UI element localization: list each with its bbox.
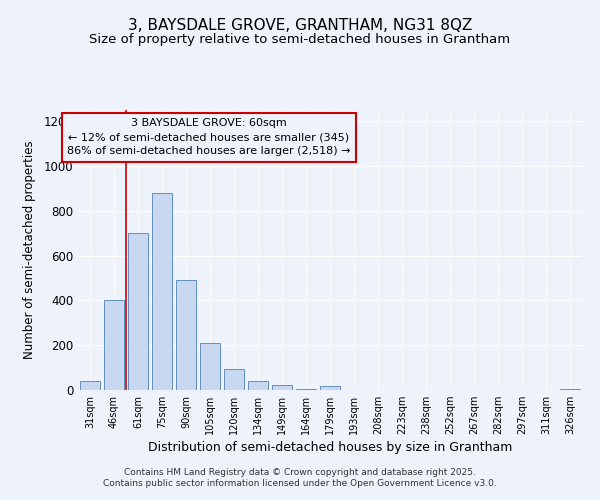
Bar — [104, 300, 124, 390]
Text: Contains HM Land Registry data © Crown copyright and database right 2025.
Contai: Contains HM Land Registry data © Crown c… — [103, 468, 497, 487]
Bar — [560, 389, 580, 390]
Bar — [152, 193, 172, 390]
Bar — [80, 381, 100, 390]
Y-axis label: Number of semi-detached properties: Number of semi-detached properties — [23, 140, 37, 360]
Bar — [176, 280, 196, 390]
Text: 3 BAYSDALE GROVE: 60sqm
← 12% of semi-detached houses are smaller (345)
86% of s: 3 BAYSDALE GROVE: 60sqm ← 12% of semi-de… — [67, 118, 351, 156]
Bar — [272, 385, 292, 390]
Bar — [128, 233, 148, 390]
Bar — [296, 389, 316, 390]
Text: 3, BAYSDALE GROVE, GRANTHAM, NG31 8QZ: 3, BAYSDALE GROVE, GRANTHAM, NG31 8QZ — [128, 18, 472, 32]
Bar — [320, 386, 340, 390]
Bar — [224, 368, 244, 390]
Bar — [248, 380, 268, 390]
Bar — [200, 343, 220, 390]
X-axis label: Distribution of semi-detached houses by size in Grantham: Distribution of semi-detached houses by … — [148, 442, 512, 454]
Text: Size of property relative to semi-detached houses in Grantham: Size of property relative to semi-detach… — [89, 32, 511, 46]
